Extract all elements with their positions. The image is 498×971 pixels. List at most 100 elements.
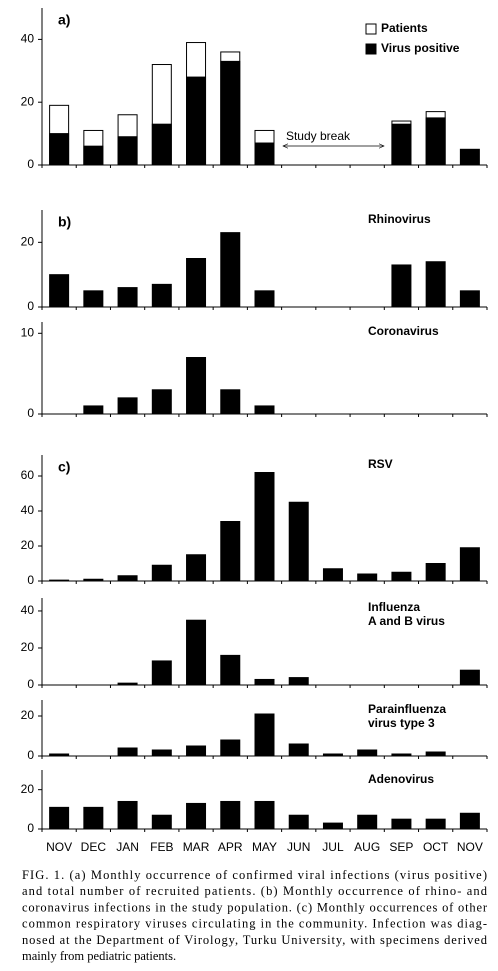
y-tick-label: 0 <box>27 748 34 762</box>
bar <box>288 743 309 757</box>
bar <box>49 806 70 830</box>
panel-label: a) <box>58 12 70 28</box>
bar <box>220 232 241 308</box>
bar <box>151 564 172 582</box>
bar <box>117 800 138 830</box>
bar <box>151 814 172 830</box>
bar <box>220 800 241 830</box>
bar <box>117 287 138 308</box>
bar <box>220 654 241 686</box>
bar <box>220 521 241 582</box>
bar <box>117 575 138 582</box>
bar <box>357 573 378 582</box>
bar <box>83 578 104 582</box>
bar <box>151 660 172 686</box>
bar <box>357 814 378 830</box>
y-tick-label: 40 <box>21 603 35 617</box>
bar <box>288 677 309 686</box>
bar <box>186 745 207 757</box>
bar <box>186 76 207 166</box>
x-tick-label: OCT <box>423 840 449 854</box>
x-tick-label: APR <box>218 840 243 854</box>
bar <box>186 357 207 415</box>
y-tick-label: 10 <box>21 325 35 339</box>
bar <box>391 753 412 757</box>
x-tick-label: JAN <box>116 840 139 854</box>
bar <box>391 818 412 830</box>
bar <box>459 290 480 308</box>
bar <box>186 258 207 308</box>
legend-label: Virus positive <box>381 41 460 55</box>
x-tick-label: NOV <box>46 840 72 854</box>
y-tick-label: 20 <box>21 538 35 552</box>
bar <box>151 389 172 415</box>
annotation: Study break <box>286 129 351 143</box>
x-tick-label: AUG <box>354 840 380 854</box>
bar <box>391 123 412 166</box>
y-tick-label: 20 <box>21 235 35 249</box>
bar <box>83 405 104 415</box>
bar <box>49 133 70 166</box>
x-tick-label: MAY <box>252 840 277 854</box>
bar <box>288 814 309 830</box>
bar <box>459 547 480 582</box>
y-tick-label: 40 <box>21 32 35 46</box>
bar <box>254 472 275 582</box>
bar <box>391 264 412 308</box>
bar <box>49 753 70 757</box>
bar <box>425 261 446 308</box>
bar <box>186 554 207 582</box>
y-tick-label: 20 <box>21 782 35 796</box>
y-tick-label: 0 <box>27 677 34 691</box>
bar <box>186 619 207 686</box>
bar <box>186 802 207 830</box>
caption-line: coronavirus infections in the study popu… <box>22 900 488 914</box>
caption-line: nosed at the Department of Virology, Tur… <box>22 933 488 947</box>
bar <box>425 751 446 757</box>
panel-title: RSV <box>368 457 393 471</box>
bar <box>459 669 480 686</box>
bar <box>254 142 275 166</box>
legend-swatch <box>365 23 377 35</box>
panel-label: b) <box>58 214 71 230</box>
panel-title: Influenza <box>368 600 420 614</box>
bar <box>288 501 309 582</box>
bar <box>425 563 446 582</box>
bar <box>254 800 275 830</box>
panel-title: Coronavirus <box>368 324 439 338</box>
bar <box>49 579 70 582</box>
panel-title: Parainfluenza <box>368 702 446 716</box>
bar <box>83 290 104 308</box>
caption-line: common respiratory viruses circulating i… <box>22 917 487 931</box>
bar <box>459 148 480 166</box>
panel-title: virus type 3 <box>368 716 435 730</box>
y-tick-label: 20 <box>21 708 35 722</box>
panel-title: Adenovirus <box>368 772 434 786</box>
bar <box>391 571 412 582</box>
caption-line: mainly from pediatric patients. <box>22 949 176 963</box>
panel-title: A and B virus <box>368 614 445 628</box>
x-tick-label: SEP <box>389 840 413 854</box>
bar <box>220 739 241 757</box>
x-tick-label: JUL <box>322 840 344 854</box>
bar <box>151 123 172 166</box>
x-tick-label: FEB <box>150 840 173 854</box>
y-tick-label: 20 <box>21 94 35 108</box>
bar <box>151 283 172 308</box>
panel-title: Rhinovirus <box>368 212 431 226</box>
bar <box>117 397 138 415</box>
bar <box>254 405 275 415</box>
bar <box>117 747 138 757</box>
bar <box>322 753 343 757</box>
legend-swatch <box>365 43 377 55</box>
bar <box>459 812 480 830</box>
bar <box>322 568 343 582</box>
x-tick-label: MAR <box>183 840 210 854</box>
bar <box>117 136 138 166</box>
bar <box>220 60 241 166</box>
bar <box>357 749 378 757</box>
panel-label: c) <box>58 459 70 475</box>
caption-line: FIG. 1. (a) Monthly occurrence of confir… <box>22 868 487 882</box>
y-tick-label: 20 <box>21 640 35 654</box>
bar <box>254 290 275 308</box>
